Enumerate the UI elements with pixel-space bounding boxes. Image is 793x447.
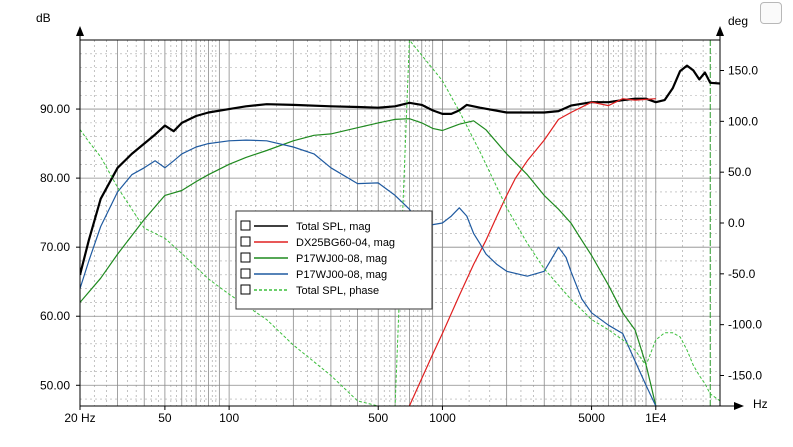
x-axis-arrow [734,402,744,410]
legend-label: Total SPL, phase [296,285,379,297]
series-line-2 [80,118,657,406]
corner-toggle-button[interactable] [760,2,782,24]
bottom-axis: 20 Hz 50 100 500 1000 5000 1E4 [64,402,744,425]
right-axis-tick-label: 0.0 [728,216,745,230]
x-axis-tick-label: 100 [219,411,239,425]
right-axis-tick-label: 100.0 [728,114,758,128]
legend-label: DX25BG60-04, mag [296,237,395,249]
x-axis-tick-label: 50 [158,411,172,425]
legend-label: P17WJ00-08, mag [296,253,387,265]
left-axis-tick-label: 70.00 [40,240,70,254]
left-axis-tick-label: 80.00 [40,171,70,185]
series-line-1 [408,98,656,406]
left-axis-tick-label: 50.00 [40,378,70,392]
legend-checkbox [240,236,251,247]
right-axis-unit: deg [728,14,748,28]
x-axis-tick-label: 5000 [578,411,605,425]
right-axis-tick-label: -150.0 [728,369,762,383]
legend-checkbox [240,284,251,295]
right-axis-tick-label: 50.0 [728,165,752,179]
x-axis-tick-label: 1E4 [645,411,667,425]
right-axis-tick-label: 150.0 [728,64,758,78]
left-axis-tick-label: 90.00 [40,102,70,116]
series-line-4 [80,40,720,406]
right-axis-tick-label: -50.0 [728,267,756,281]
legend: Total SPL, mag DX25BG60-04, mag P17WJ00-08… [235,210,433,310]
legend-label: Total SPL, mag [296,221,371,233]
series-line-0 [80,64,720,276]
x-axis-unit: Hz [753,397,768,411]
left-axis-unit: dB [36,11,51,25]
x-axis-tick-label: 1000 [429,411,456,425]
left-axis: 50.00 60.00 70.00 80.00 90.00 [40,26,84,392]
legend-checkbox [240,268,251,279]
right-axis: -150.0 -100.0 -50.0 0.0 50.0 100.0 150.0 [716,26,762,383]
right-axis-tick-label: -100.0 [728,318,762,332]
x-axis-tick-label: 20 Hz [64,411,95,425]
legend-checkbox [240,220,251,231]
x-axis-tick-label: 500 [368,411,388,425]
left-axis-tick-label: 60.00 [40,309,70,323]
legend-label: P17WJ00-08, mag [296,269,387,281]
legend-checkbox [240,252,251,263]
legend-box [235,210,433,310]
